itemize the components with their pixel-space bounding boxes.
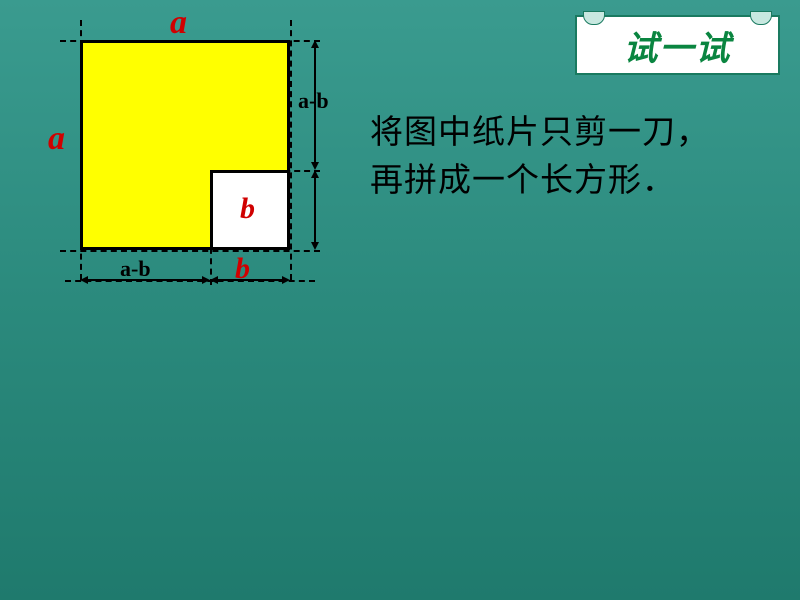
dim-arrow-bottom-b	[210, 273, 290, 287]
label-a-left: a	[48, 120, 65, 158]
label-ab-bottom: a-b	[120, 256, 151, 282]
dash-right	[290, 20, 292, 280]
scroll-ornament-right	[750, 11, 772, 25]
dash-bottom	[60, 250, 320, 252]
label-ab-right: a-b	[298, 88, 329, 114]
instruction-line1: 将图中纸片只剪一刀，	[370, 110, 710, 158]
geometry-diagram: a a a-b b a-b b	[50, 10, 340, 305]
title-box: 试一试	[575, 15, 780, 75]
label-b-inner: b	[240, 192, 255, 226]
scroll-ornament-left	[583, 11, 605, 25]
instruction-text: 将图中纸片只剪一刀， 再拼成一个长方形．	[370, 110, 710, 206]
instruction-line2: 再拼成一个长方形．	[370, 158, 710, 206]
label-b-bottom: b	[235, 252, 250, 286]
dim-arrow-right-b	[308, 170, 322, 250]
title-text: 试一试	[624, 21, 732, 70]
label-a-top: a	[170, 4, 187, 42]
